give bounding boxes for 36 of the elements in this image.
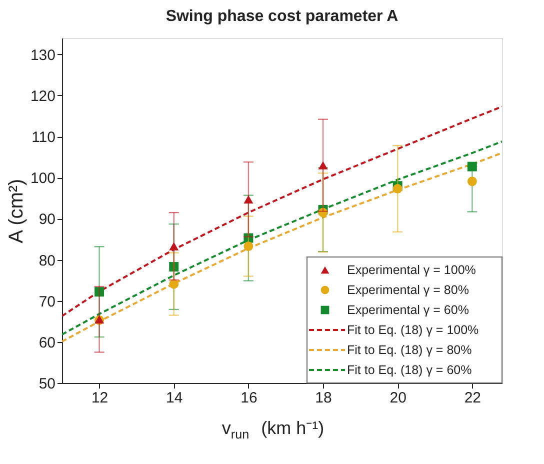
y-tick-label: 130 [30,46,56,64]
x-tick-label: 16 [240,390,258,406]
point [169,279,179,289]
point [467,162,477,172]
legend-label: Experimental γ = 60% [347,303,469,317]
y-tick-label: 80 [38,252,56,270]
point [169,262,179,272]
x-tick-label: 20 [390,390,406,406]
y-axis-title: A (cm²) [5,178,28,244]
point [318,161,328,170]
line-series [62,106,502,318]
legend-label: Experimental γ = 80% [347,283,469,297]
point [467,176,477,186]
point [169,242,179,250]
y-tick-label: 120 [30,88,56,105]
x-tick-label: 22 [464,390,482,406]
x-tick-label: 18 [315,390,332,406]
point [244,242,254,251]
point [318,208,328,218]
y-tick-label: 50 [38,376,56,392]
chart-title: Swing phase cost parameter A [166,8,399,25]
legend-label: Fit to Eq. (18) γ = 80% [347,343,472,357]
y-tick-label: 60 [38,334,56,352]
legend-label: Fit to Eq. (18) γ = 60% [347,363,472,377]
x-tick-label: 14 [166,390,183,406]
legend-label: Fit to Eq. (18) γ = 100% [347,323,479,337]
y-tick-label: 110 [32,129,56,146]
y-tick-label: 90 [38,211,56,228]
point [94,287,104,297]
point [244,233,254,243]
y-tick-label: 70 [38,293,56,310]
point [244,195,254,204]
point [392,184,402,194]
legend-label: Experimental γ = 100% [347,263,476,277]
x-tick-label: 12 [91,390,108,406]
y-tick-label: 100 [30,170,56,188]
